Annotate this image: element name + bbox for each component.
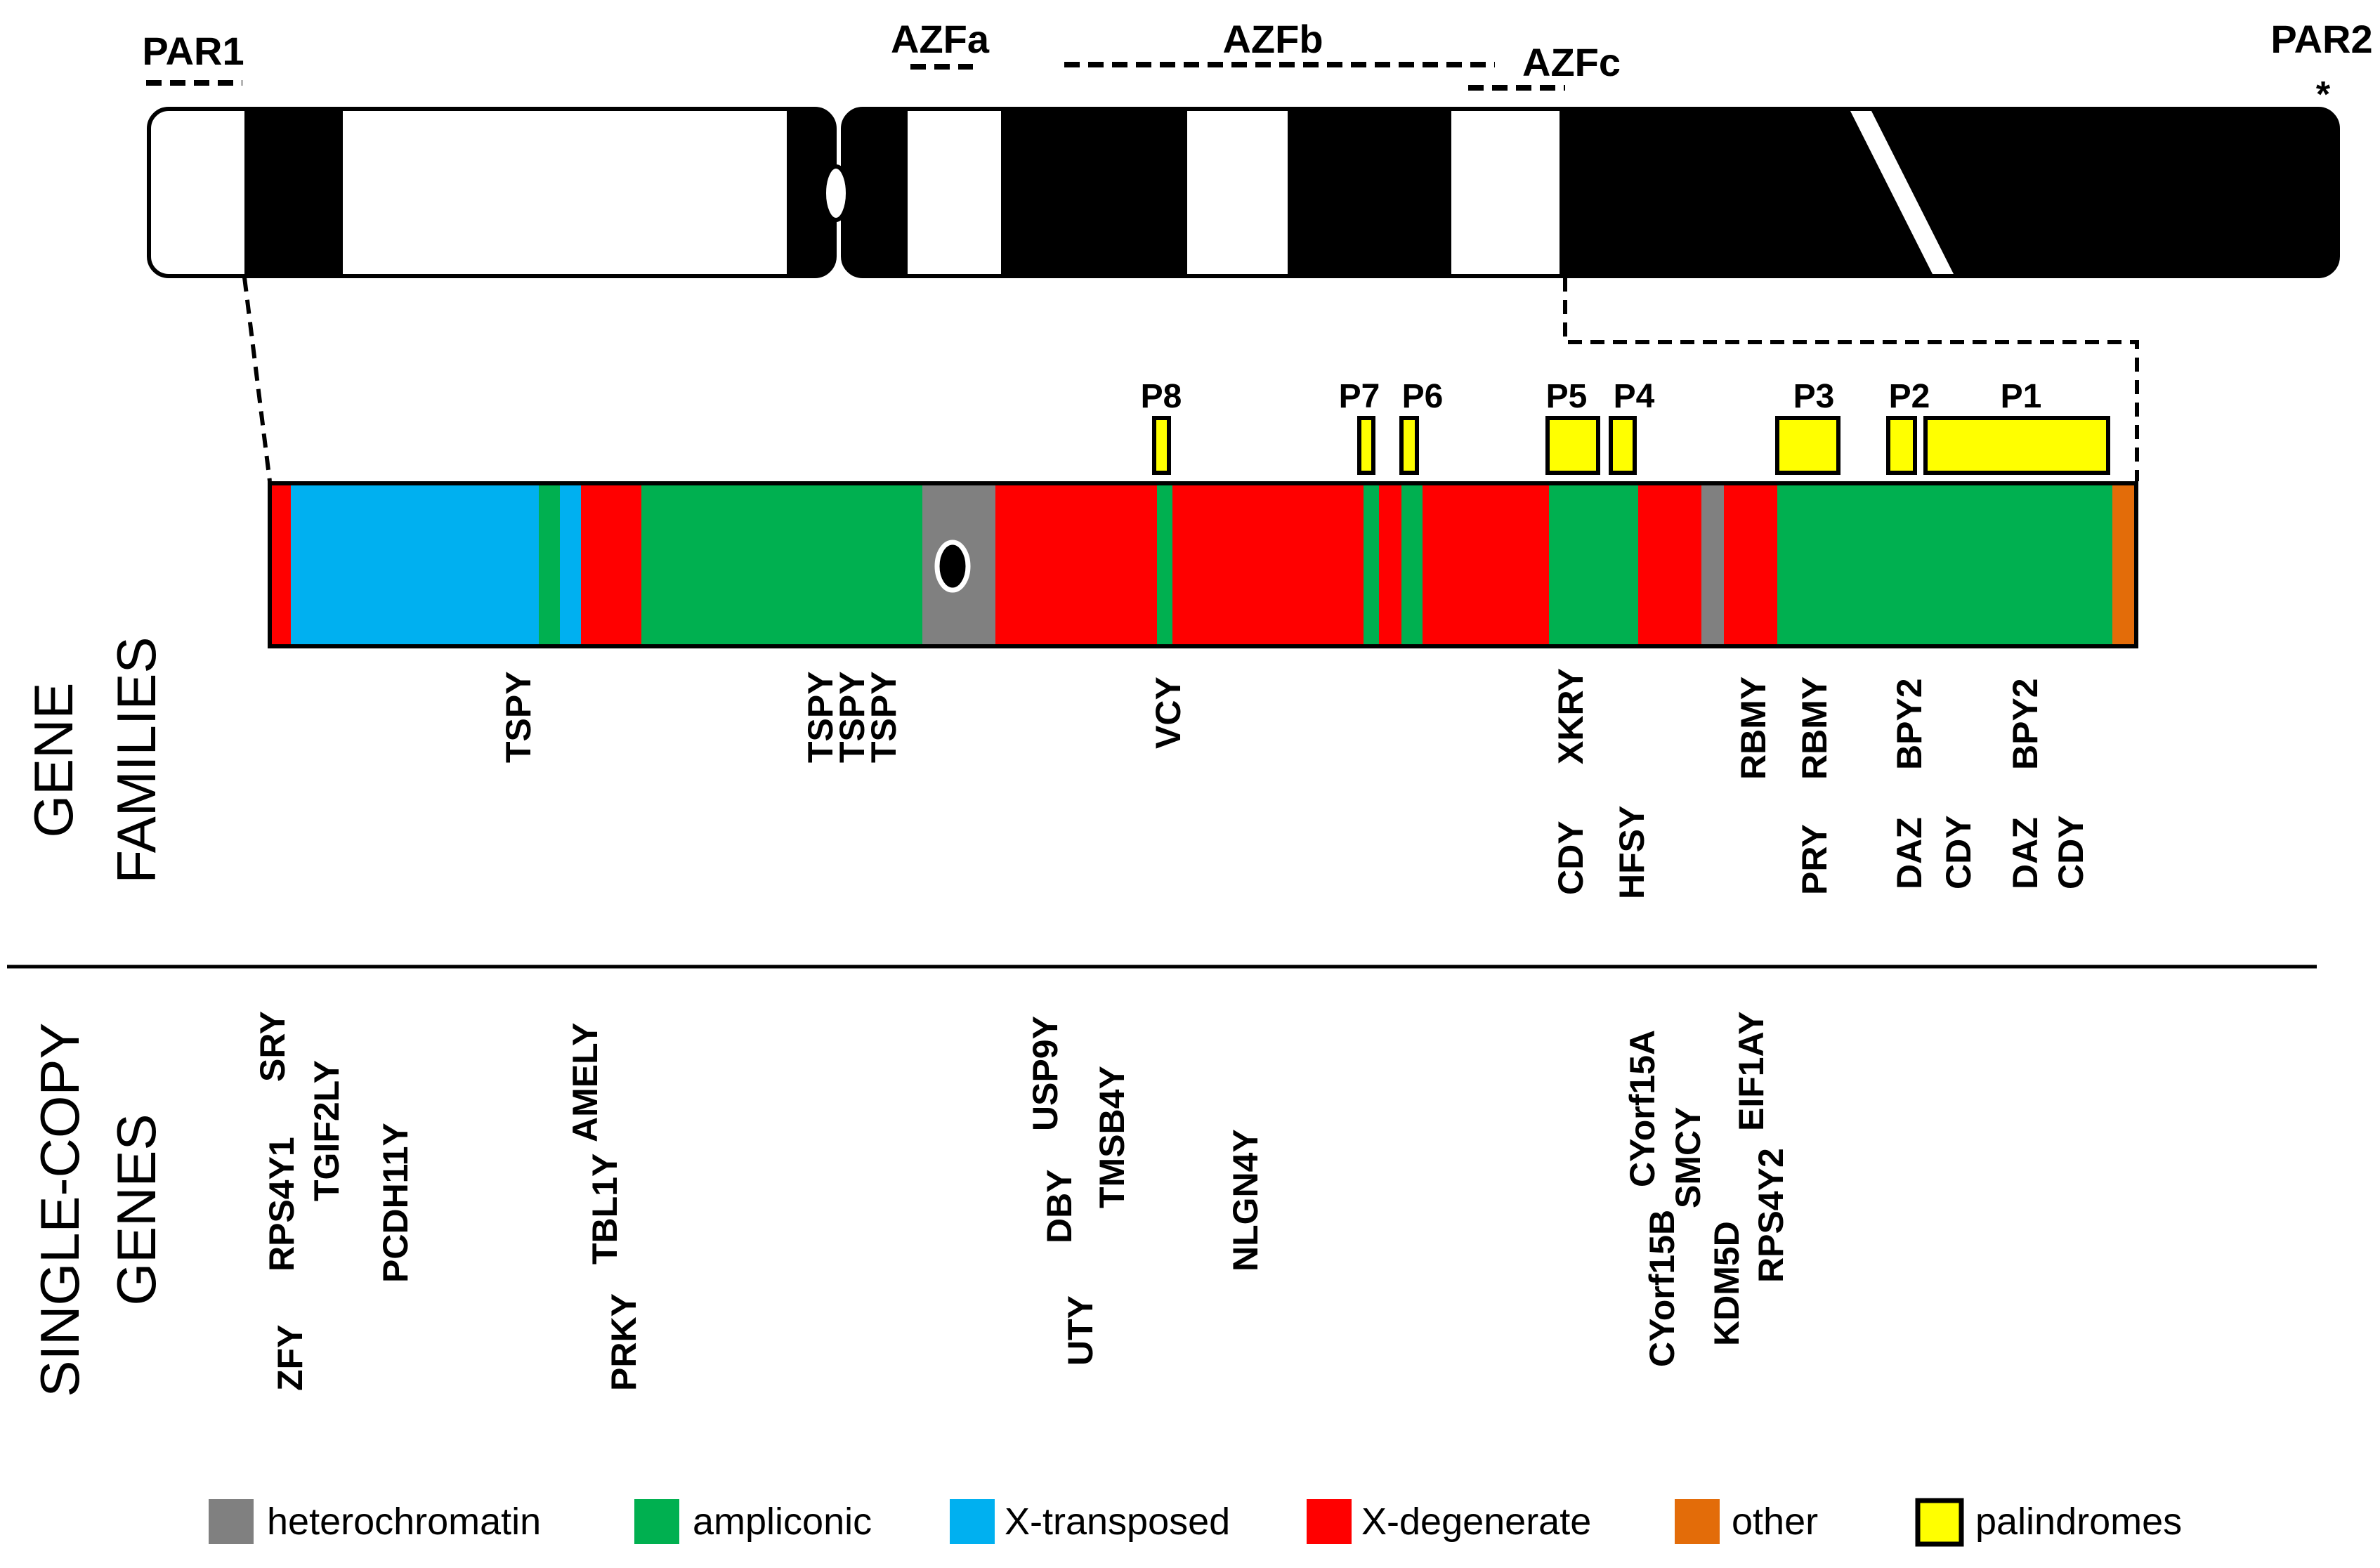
palindrome-p1 — [1923, 416, 2110, 475]
gene-families-label-line2: FAMILIES — [105, 636, 167, 883]
gene-family-xkry: XKRY — [1551, 668, 1590, 764]
palindrome-p8 — [1152, 416, 1171, 475]
palindrome-p3 — [1775, 416, 1840, 475]
gene-family-cdy: CDY — [1939, 815, 1978, 889]
gene-family-daz: DAZ — [1890, 817, 1929, 889]
palindrome-p5 — [1545, 416, 1600, 475]
gene-family-hfsy: HFSY — [1612, 806, 1652, 899]
gene-sry: SRY — [253, 1011, 292, 1082]
legend-swatch-x-degenerate — [1307, 1499, 1352, 1544]
chromosome-p-arm — [149, 109, 835, 276]
single-copy-label-line1: SINGLE-COPY — [29, 1022, 91, 1397]
gene-family-labels: TSPY TSPY TSPY TSPY VCY XKRY CDY HFSY RB… — [499, 668, 2091, 899]
gene-family-tspy: TSPY — [832, 671, 872, 763]
zoom-connector — [242, 277, 2139, 482]
legend-swatch-x-transposed — [950, 1499, 995, 1544]
legend-label-x-transposed: X-transposed — [1005, 1501, 1230, 1543]
gene-family-bpy2: BPY2 — [2006, 678, 2045, 770]
single-copy-label-line2: GENES — [105, 1113, 167, 1305]
legend-label-heterochromatin: heterochromatin — [267, 1501, 541, 1543]
gene-eif1ay: EIF1AY — [1732, 1012, 1771, 1131]
centromere-bar — [934, 540, 971, 593]
azfa-label: AZFa — [891, 17, 990, 61]
par2-asterisk: * — [2316, 74, 2331, 115]
gene-rps4y1: RPS4Y1 — [262, 1137, 301, 1272]
centromere-top — [822, 164, 850, 222]
gene-rps4y2: RPS4Y2 — [1751, 1148, 1791, 1283]
palindrome-p7 — [1357, 416, 1375, 475]
gene-tbl1y: TBL1Y — [585, 1154, 625, 1265]
palindrome-p6 — [1399, 416, 1419, 475]
legend-swatch-heterochromatin — [209, 1499, 254, 1544]
palindrome-label-p7: P7 — [1339, 378, 1380, 415]
gene-prky: PRKY — [604, 1293, 643, 1391]
gene-family-vcy: VCY — [1149, 677, 1188, 749]
gene-family-daz: DAZ — [2006, 817, 2045, 889]
palindrome-p2 — [1886, 416, 1917, 475]
gene-family-rbmy: RBMY — [1795, 677, 1834, 780]
chromosome-ideogram — [147, 107, 2340, 278]
gene-kdm5d: KDM5D — [1707, 1221, 1746, 1346]
gene-family-cdy: CDY — [1551, 821, 1590, 895]
gene-amely: AMELY — [565, 1023, 605, 1142]
par2-label: PAR2 — [2270, 17, 2372, 61]
gene-tmsb4y: TMSB4Y — [1092, 1066, 1132, 1208]
section-labels: GENE FAMILIES SINGLE-COPY GENES — [22, 636, 167, 1397]
par1-label: PAR1 — [142, 29, 244, 73]
palindrome-label-p4: P4 — [1614, 378, 1655, 415]
gene-dby: DBY — [1040, 1169, 1079, 1243]
palindrome-label-p8: P8 — [1141, 378, 1182, 415]
azfb-label: AZFb — [1222, 17, 1323, 61]
gene-family-pry: PRY — [1795, 824, 1834, 895]
gene-uty: UTY — [1061, 1295, 1100, 1366]
gene-usp9y: USP9Y — [1026, 1016, 1065, 1131]
gene-families-label-line1: GENE — [22, 682, 84, 837]
palindrome-label-p2: P2 — [1889, 378, 1930, 415]
gene-zfy: ZFY — [270, 1325, 310, 1391]
gene-pcdh11y: PCDH11Y — [376, 1123, 415, 1283]
legend-label-x-degenerate: X-degenerate — [1361, 1501, 1591, 1543]
chromosome-break-mark — [1848, 109, 1956, 276]
gene-family-tspy: TSPY — [864, 671, 903, 763]
palindromes: P8 P7 P6 P5 P4 P3 P2 P1 — [1141, 378, 2110, 475]
azfc-label: AZFc — [1522, 40, 1621, 84]
gene-family-bpy2: BPY2 — [1890, 678, 1929, 770]
legend-label-ampliconic: ampliconic — [693, 1501, 872, 1543]
palindrome-label-p6: P6 — [1402, 378, 1444, 415]
gene-smcy: SMCY — [1668, 1107, 1708, 1208]
gene-family-tspy: TSPY — [801, 671, 840, 763]
palindrome-p4 — [1609, 416, 1637, 475]
legend-swatch-other — [1675, 1499, 1720, 1544]
chromosome-q-arm — [843, 109, 2338, 276]
single-copy-gene-labels: SRY RPS4Y1 TGIF2LY ZFY PCDH11Y AMELY TBL… — [253, 1011, 1791, 1391]
gene-nlgn4y: NLGN4Y — [1226, 1129, 1265, 1272]
palindrome-label-p5: P5 — [1546, 378, 1588, 415]
legend-label-palindromes: palindromes — [1975, 1501, 2182, 1543]
gene-family-cdy: CDY — [2051, 815, 2091, 889]
palindrome-label-p1: P1 — [2001, 378, 2042, 415]
gene-family-tspy: TSPY — [499, 671, 538, 763]
gene-tgif2ly: TGIF2LY — [307, 1060, 346, 1201]
legend-label-other: other — [1732, 1501, 1818, 1543]
gene-cyorf15a: CYorf15A — [1623, 1030, 1662, 1187]
legend-swatch-palindromes — [1915, 1498, 1964, 1547]
gene-cyorf15b: CYorf15B — [1642, 1210, 1682, 1367]
legend-swatch-ampliconic — [634, 1499, 679, 1544]
region-labels: PAR1 AZFa AZFb AZFc PAR2 * — [142, 17, 2372, 115]
legend: heterochromatin ampliconic X-transposed … — [209, 1498, 2182, 1547]
sequence-class-bar — [268, 481, 2138, 648]
gene-family-rbmy: RBMY — [1734, 677, 1773, 780]
palindrome-label-p3: P3 — [1793, 378, 1835, 415]
